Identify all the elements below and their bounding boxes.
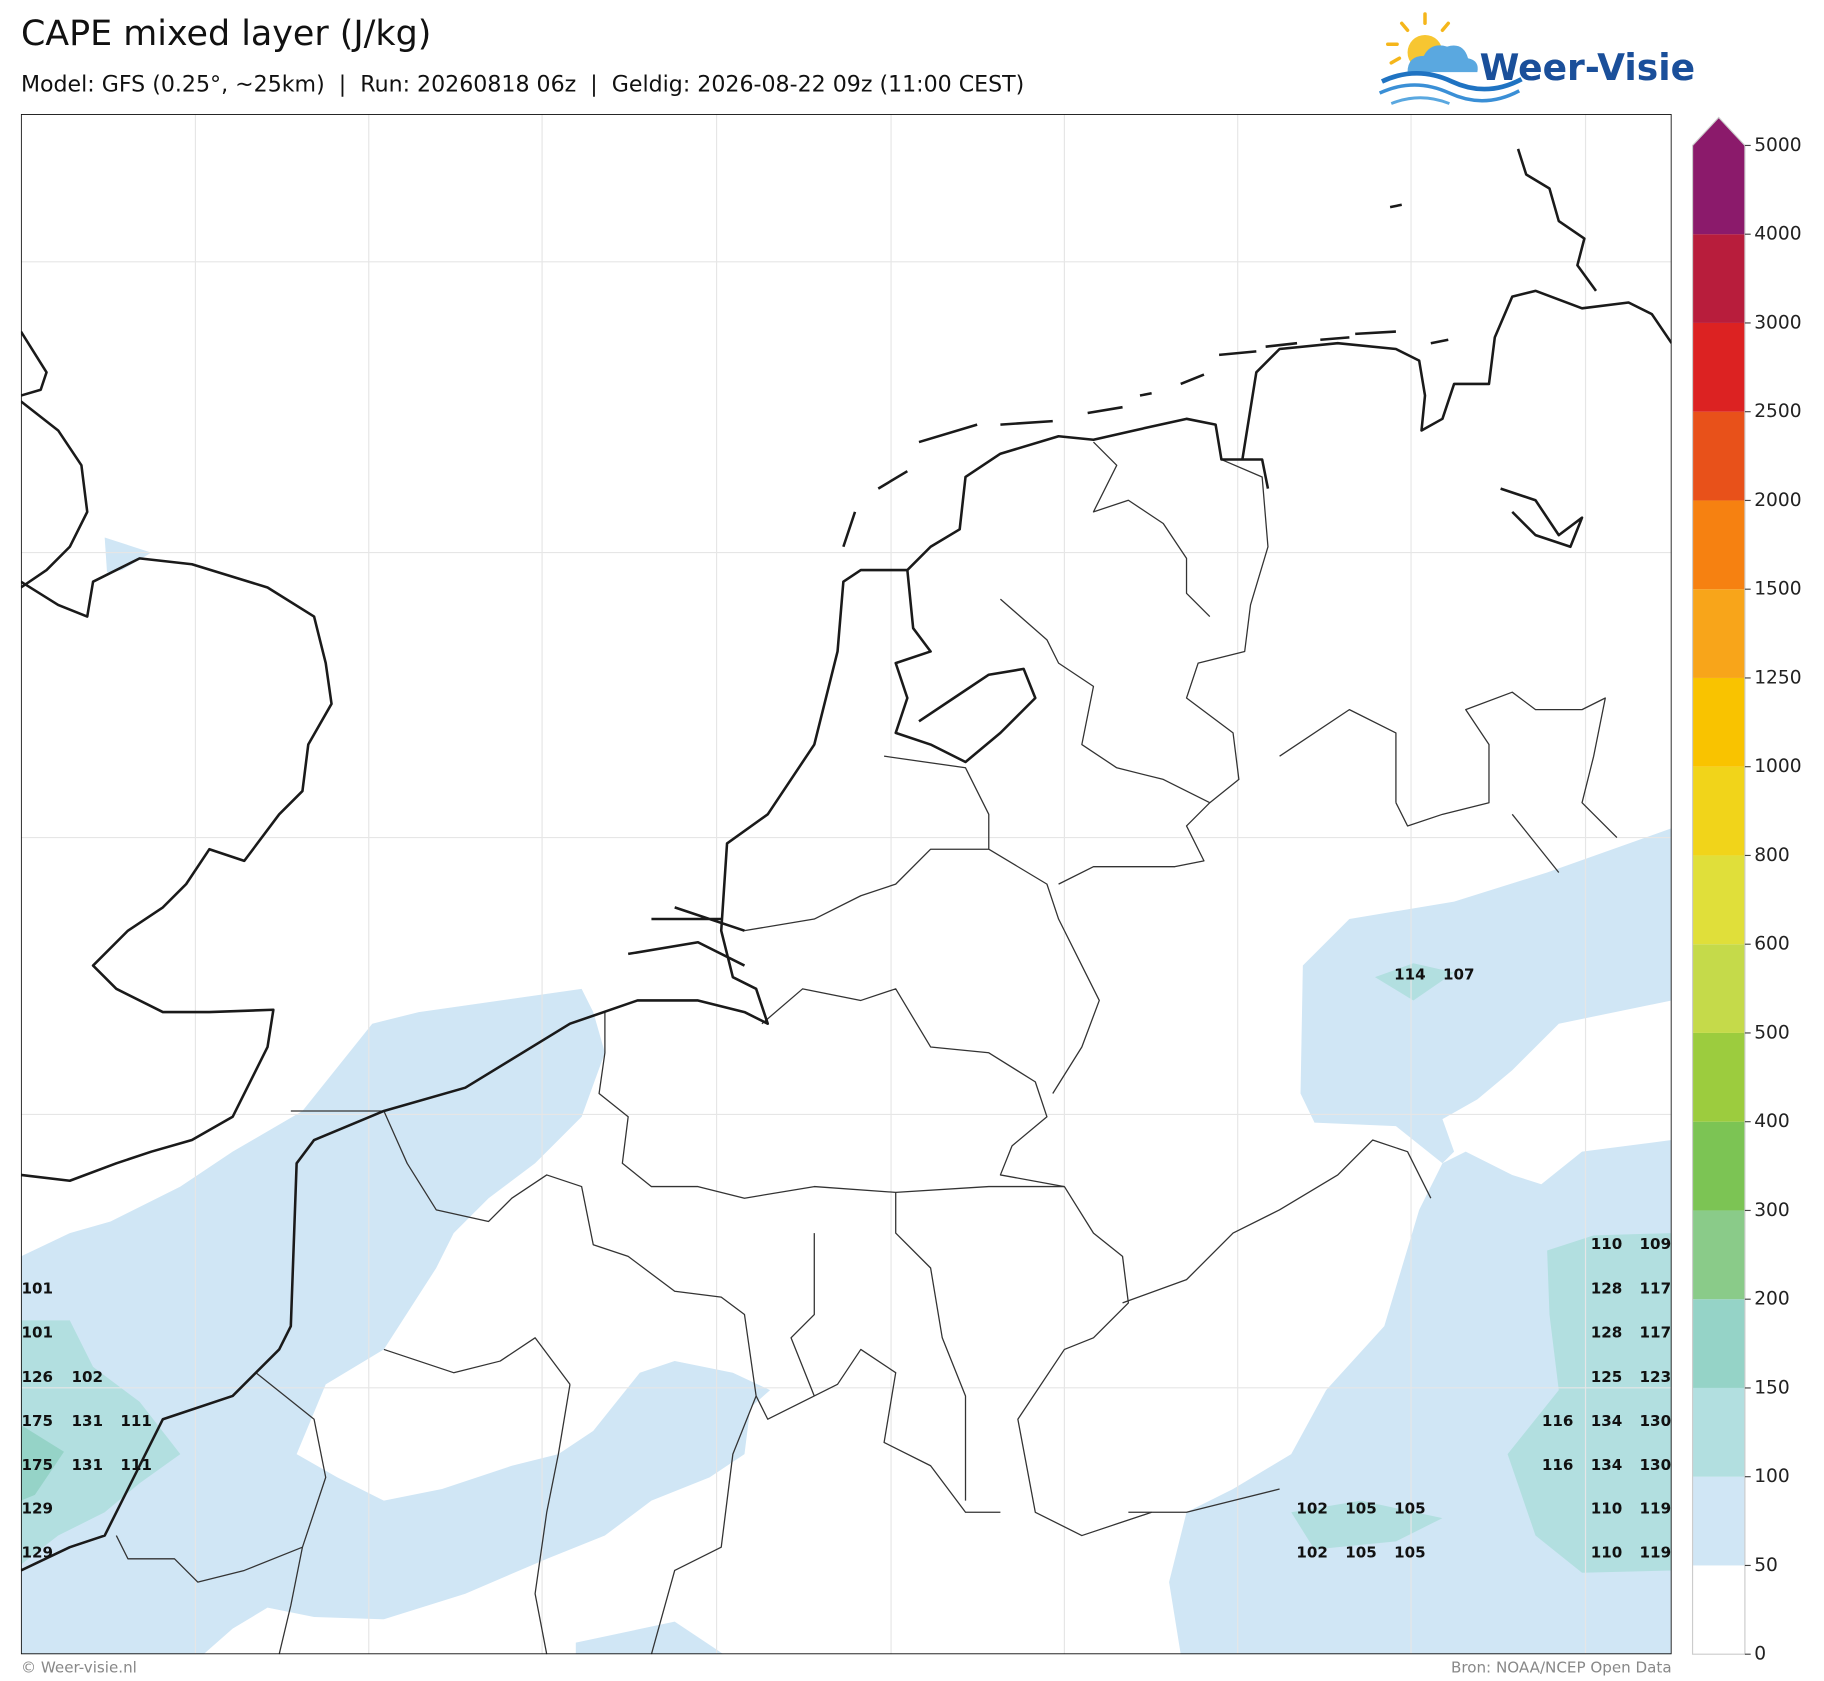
colorbar-tick-label: 1250 xyxy=(1754,667,1801,688)
title: CAPE mixed layer (J/kg) xyxy=(21,14,431,54)
point-value: 125 xyxy=(1591,1368,1623,1386)
colorbar-tick-label: 0 xyxy=(1754,1644,1766,1665)
colorbar-outline xyxy=(1691,116,1746,1655)
colorbar-bin xyxy=(1692,500,1745,590)
point-value: 110 xyxy=(1591,1235,1623,1253)
colorbar-tick-label: 600 xyxy=(1754,934,1790,955)
colorbar-bin xyxy=(1692,234,1745,323)
point-value: 101 xyxy=(21,1279,53,1297)
colorbar-tick-label: 150 xyxy=(1754,1377,1790,1398)
colorbar-tick-label: 300 xyxy=(1754,1200,1790,1221)
cape-area xyxy=(104,537,152,573)
footer-left: © Weer-visie.nl xyxy=(21,1659,137,1677)
colorbar-bin xyxy=(1692,1121,1745,1211)
point-value: 110 xyxy=(1591,1499,1623,1517)
cape-area xyxy=(1291,1500,1443,1550)
point-value: 101 xyxy=(21,1324,53,1342)
point-value: 130 xyxy=(1640,1456,1672,1474)
colorbar-tick-label: 100 xyxy=(1754,1466,1790,1487)
point-value: 119 xyxy=(1640,1544,1672,1562)
colorbar-bin xyxy=(1692,766,1745,856)
colorbar-tick-label: 5000 xyxy=(1754,135,1801,156)
colorbar-bin xyxy=(1692,944,1745,1033)
logo-text: Weer-Visie xyxy=(1480,47,1695,89)
map: 101 101 126 102 175 131 111 175 131 111 129 129 114 1… xyxy=(20,114,1672,1655)
colorbar-bin xyxy=(1692,1476,1745,1566)
colorbar-bin xyxy=(1692,589,1745,678)
point-value: 134 xyxy=(1591,1412,1623,1430)
point-value: 123 xyxy=(1640,1368,1672,1386)
colorbar-bin xyxy=(1692,855,1745,945)
point-value: 109 xyxy=(1640,1235,1672,1253)
point-value: 175 xyxy=(21,1456,53,1474)
colorbar-tick-label: 4000 xyxy=(1754,224,1801,245)
colorbar-tick-label: 500 xyxy=(1754,1022,1790,1043)
point-value: 128 xyxy=(1591,1279,1623,1297)
subtitle: Model: GFS (0.25°, ~25km) | Run: 2026081… xyxy=(21,71,1024,97)
point-value: 129 xyxy=(21,1544,53,1562)
point-value: 111 xyxy=(120,1456,152,1474)
point-value: 130 xyxy=(1640,1412,1672,1430)
colorbar-bin xyxy=(1692,1032,1745,1122)
cape-area xyxy=(1507,1233,1672,1573)
colorbar-bin xyxy=(1692,677,1745,767)
colorbar-tick-label: 800 xyxy=(1754,845,1790,866)
colorbar-tick-label: 400 xyxy=(1754,1111,1790,1132)
point-value: 114 xyxy=(1394,965,1426,983)
coastlines xyxy=(20,148,1672,1572)
colorbar-tick-label: 1000 xyxy=(1754,756,1801,777)
point-value: 134 xyxy=(1591,1456,1623,1474)
cape-area xyxy=(1300,828,1672,1164)
colorbar-bin xyxy=(1692,1387,1745,1477)
point-value: 105 xyxy=(1345,1544,1377,1562)
borders xyxy=(115,424,1618,1655)
colorbar-bin xyxy=(1692,322,1745,412)
logo: Weer-Visie xyxy=(1378,12,1695,105)
footer-right: Bron: NOAA/NCEP Open Data xyxy=(1451,1659,1672,1677)
cape-area xyxy=(20,988,771,1655)
colorbar-bin xyxy=(1692,117,1745,235)
colorbar-tick-label: 3000 xyxy=(1754,312,1801,333)
colorbar-tick-label: 2500 xyxy=(1754,401,1801,422)
colorbar-bin xyxy=(1692,1210,1745,1300)
cape-area xyxy=(20,1425,64,1501)
cape-shading xyxy=(20,537,1672,1655)
colorbar-bin xyxy=(1692,411,1745,501)
colorbar-tick-label: 2000 xyxy=(1754,490,1801,511)
colorbar-tick-label: 200 xyxy=(1754,1289,1790,1310)
point-value: 110 xyxy=(1591,1544,1623,1562)
point-value: 131 xyxy=(71,1412,103,1430)
point-value: 105 xyxy=(1394,1544,1426,1562)
cape-area xyxy=(20,1320,181,1565)
point-value: 117 xyxy=(1640,1279,1672,1297)
point-value: 175 xyxy=(21,1412,53,1430)
point-value: 102 xyxy=(71,1368,103,1386)
colorbar-tick-label: 1500 xyxy=(1754,579,1801,600)
cape-area xyxy=(575,1621,724,1655)
point-value: 128 xyxy=(1591,1324,1623,1342)
point-value: 102 xyxy=(1296,1499,1328,1517)
colorbar-tick-label: 50 xyxy=(1754,1555,1778,1576)
point-values: 101 101 126 102 175 131 111 175 131 111 129 129 114 1… xyxy=(21,965,1671,1561)
colorbar: 0 50 100 150 200 300 400 500 600 800 1000 1250 1500 2… xyxy=(1691,116,1802,1665)
colorbar-bin xyxy=(1692,1565,1745,1655)
point-value: 131 xyxy=(71,1456,103,1474)
point-value: 107 xyxy=(1443,965,1475,983)
point-value: 126 xyxy=(21,1368,53,1386)
point-value: 116 xyxy=(1542,1456,1574,1474)
point-value: 116 xyxy=(1542,1412,1574,1430)
point-value: 117 xyxy=(1640,1324,1672,1342)
cape-area xyxy=(1374,963,1455,1001)
point-value: 105 xyxy=(1345,1499,1377,1517)
colorbar-bin xyxy=(1692,1299,1745,1388)
point-value: 129 xyxy=(21,1499,53,1517)
point-value: 102 xyxy=(1296,1544,1328,1562)
point-value: 105 xyxy=(1394,1499,1426,1517)
point-value: 111 xyxy=(120,1412,152,1430)
point-value: 119 xyxy=(1640,1499,1672,1517)
